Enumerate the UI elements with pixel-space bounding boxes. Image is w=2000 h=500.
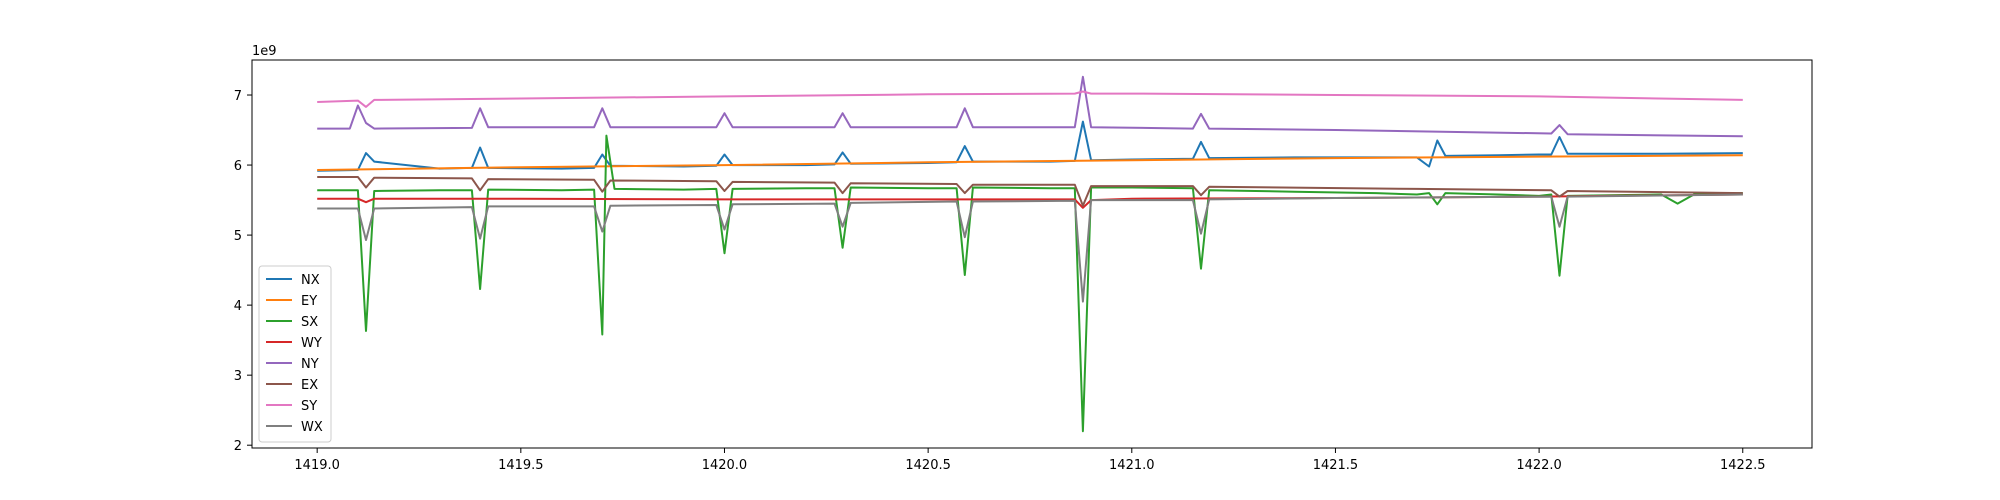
legend-label-sx: SX bbox=[301, 315, 318, 330]
y-axis: 2 3 4 5 6 7 bbox=[234, 89, 252, 454]
series-line-ny bbox=[317, 75, 1743, 138]
legend-label-sy: SY bbox=[301, 399, 317, 414]
legend-box bbox=[258, 265, 332, 443]
x-axis: 1419.0 1419.5 1420.0 1420.5 1421.0 1421.5 1422… bbox=[294, 448, 1766, 473]
legend-label-ny: NY bbox=[301, 357, 319, 372]
legend-label-wx: WX bbox=[301, 420, 323, 435]
x-tick-label: 1419.0 bbox=[294, 458, 340, 473]
y-tick-label: 2 bbox=[234, 439, 242, 454]
legend: NX EY SX WY NY EX SY WX bbox=[258, 265, 332, 443]
x-tick-label: 1420.0 bbox=[702, 458, 748, 473]
y-tick-label: 7 bbox=[234, 89, 242, 104]
series-line-sy bbox=[317, 90, 1743, 108]
y-tick-label: 6 bbox=[234, 159, 242, 174]
series-line-sx bbox=[317, 134, 1743, 433]
y-tick-label: 4 bbox=[234, 299, 242, 314]
x-tick-label: 1420.5 bbox=[905, 458, 951, 473]
x-tick-label: 1419.5 bbox=[498, 458, 544, 473]
legend-label-wy: WY bbox=[301, 336, 322, 351]
y-tick-label: 3 bbox=[234, 369, 242, 384]
x-tick-label: 1421.0 bbox=[1109, 458, 1155, 473]
y-tick-label: 5 bbox=[234, 229, 242, 244]
x-tick-label: 1421.5 bbox=[1313, 458, 1359, 473]
series-layer bbox=[317, 75, 1743, 433]
legend-label-nx: NX bbox=[301, 273, 320, 288]
legend-label-ey: EY bbox=[301, 294, 317, 309]
series-line-ex bbox=[317, 176, 1743, 207]
plot-frame bbox=[251, 59, 1813, 449]
series-line-ey bbox=[317, 154, 1743, 171]
legend-label-ex: EX bbox=[301, 378, 318, 393]
series-line-wx bbox=[317, 193, 1743, 303]
x-tick-label: 1422.0 bbox=[1516, 458, 1562, 473]
y-axis-offset-text: 1e9 bbox=[252, 44, 277, 59]
x-tick-label: 1422.5 bbox=[1720, 458, 1766, 473]
